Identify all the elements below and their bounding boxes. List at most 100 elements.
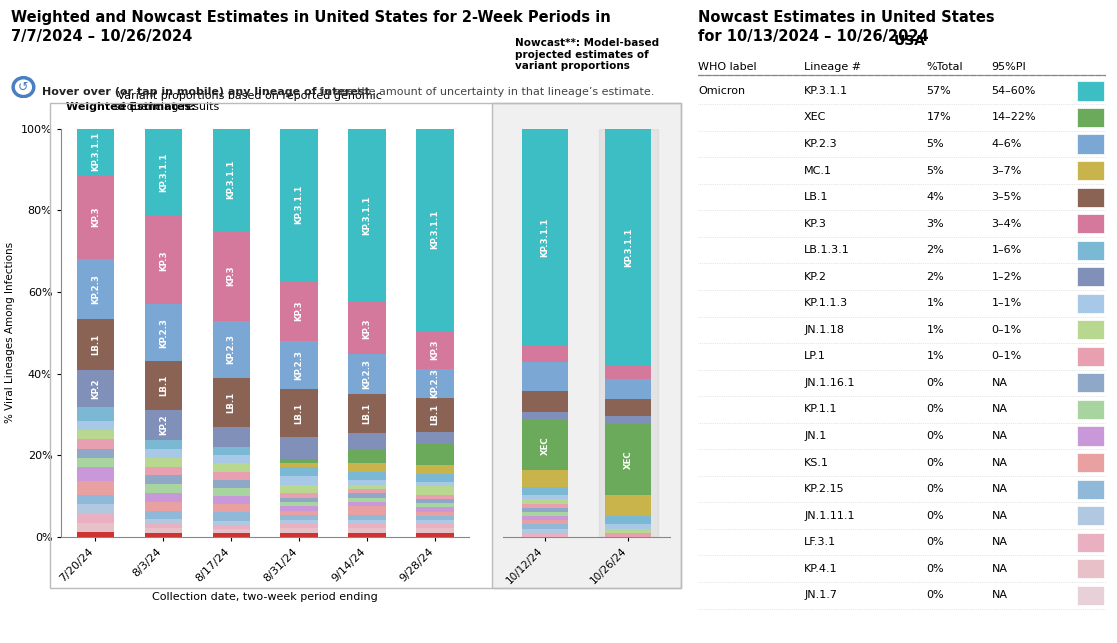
Text: 0%: 0% (926, 484, 944, 494)
FancyBboxPatch shape (1077, 108, 1104, 127)
Bar (605, 516, 651, 525)
Bar (349, 472, 385, 480)
Text: %Total: %Total (926, 62, 963, 72)
Text: LB.1: LB.1 (430, 404, 439, 426)
Bar (77, 370, 114, 407)
Text: WHO label: WHO label (698, 62, 756, 72)
X-axis label: Collection date, two-week period ending: Collection date, two-week period ending (152, 592, 378, 602)
Bar (522, 500, 567, 503)
Text: KP.3.1.1: KP.3.1.1 (804, 86, 848, 96)
Bar (144, 361, 182, 410)
Bar (417, 512, 454, 516)
Text: 14–22%: 14–22% (992, 113, 1037, 122)
Bar (144, 304, 182, 361)
Text: 1%: 1% (926, 325, 944, 335)
Bar (522, 503, 567, 508)
Text: KP.3.1.1: KP.3.1.1 (90, 132, 99, 172)
FancyBboxPatch shape (1077, 586, 1104, 605)
Text: KP.1.1.3: KP.1.1.3 (804, 298, 848, 308)
Bar (417, 532, 454, 537)
Bar (212, 496, 250, 504)
Text: NA: NA (992, 431, 1008, 441)
FancyBboxPatch shape (1077, 82, 1104, 100)
Bar (522, 516, 567, 520)
Bar (349, 493, 385, 498)
Text: JN.1.16.1: JN.1.16.1 (804, 378, 855, 388)
Bar (280, 520, 318, 524)
Bar (522, 470, 567, 487)
Bar (417, 444, 454, 466)
Bar (212, 377, 250, 427)
Bar (144, 484, 182, 493)
Text: NA: NA (992, 537, 1008, 547)
Text: NA: NA (992, 458, 1008, 467)
Bar (522, 391, 567, 412)
Text: 1%: 1% (926, 351, 944, 361)
FancyBboxPatch shape (1077, 188, 1104, 206)
Text: KP.3: KP.3 (430, 340, 439, 360)
Bar (280, 467, 318, 476)
Bar (280, 502, 318, 507)
Text: LB.1: LB.1 (227, 392, 236, 413)
Bar (144, 410, 182, 440)
Text: KP.2.15: KP.2.15 (804, 484, 844, 494)
FancyBboxPatch shape (1077, 453, 1104, 472)
Bar (349, 515, 385, 520)
FancyBboxPatch shape (1077, 374, 1104, 392)
Bar (280, 341, 318, 389)
Bar (349, 485, 385, 489)
Text: LB.1: LB.1 (804, 192, 829, 202)
Bar (349, 480, 385, 485)
Bar (522, 487, 567, 495)
Bar (77, 504, 114, 514)
Bar (417, 368, 454, 398)
Bar (77, 407, 114, 421)
Bar (212, 455, 250, 464)
Bar (605, 525, 651, 529)
Bar (522, 525, 567, 529)
Bar (280, 498, 318, 502)
Bar (349, 502, 385, 507)
Text: KP.4.1: KP.4.1 (804, 564, 838, 574)
Bar (144, 502, 182, 511)
Text: KP.2.3: KP.2.3 (363, 359, 372, 389)
Text: NA: NA (992, 484, 1008, 494)
Bar (144, 475, 182, 484)
Text: JN.1.11.1: JN.1.11.1 (804, 511, 855, 521)
Text: XEC: XEC (804, 113, 827, 122)
Text: Weighted Estimates:: Weighted Estimates: (66, 102, 195, 113)
Text: 4%: 4% (926, 192, 944, 202)
Bar (212, 525, 250, 529)
Text: XEC: XEC (624, 451, 633, 469)
Text: Lineage #: Lineage # (804, 62, 861, 72)
Bar (417, 495, 454, 499)
Text: Weighted and Nowcast Estimates in United States for 2-Week Periods in
7/7/2024 –: Weighted and Nowcast Estimates in United… (11, 10, 611, 44)
Bar (417, 331, 454, 368)
Bar (417, 503, 454, 507)
Text: 1–1%: 1–1% (992, 298, 1022, 308)
Bar (349, 532, 385, 537)
Bar (417, 474, 454, 482)
Text: ↺: ↺ (18, 80, 29, 94)
Bar (605, 416, 651, 424)
Text: 3%: 3% (926, 219, 944, 229)
Text: 1%: 1% (926, 298, 944, 308)
Text: 5%: 5% (926, 139, 944, 149)
Bar (349, 528, 385, 532)
Bar (280, 476, 318, 485)
Text: 3–5%: 3–5% (992, 192, 1022, 202)
Bar (349, 463, 385, 472)
Text: MC.1: MC.1 (804, 166, 832, 176)
Bar (144, 524, 182, 528)
Text: LB.1.3.1: LB.1.3.1 (804, 245, 850, 255)
Text: 0–1%: 0–1% (992, 351, 1022, 361)
Bar (280, 515, 318, 520)
Bar (77, 481, 114, 495)
Text: Nowcast Estimates in United States
for 10/13/2024 – 10/26/2024: Nowcast Estimates in United States for 1… (698, 10, 995, 44)
Bar (522, 495, 567, 500)
Bar (77, 449, 114, 458)
Bar (417, 431, 454, 444)
Text: KP.3.1.1: KP.3.1.1 (159, 153, 168, 192)
Bar (280, 511, 318, 515)
Text: 1–2%: 1–2% (992, 272, 1022, 282)
